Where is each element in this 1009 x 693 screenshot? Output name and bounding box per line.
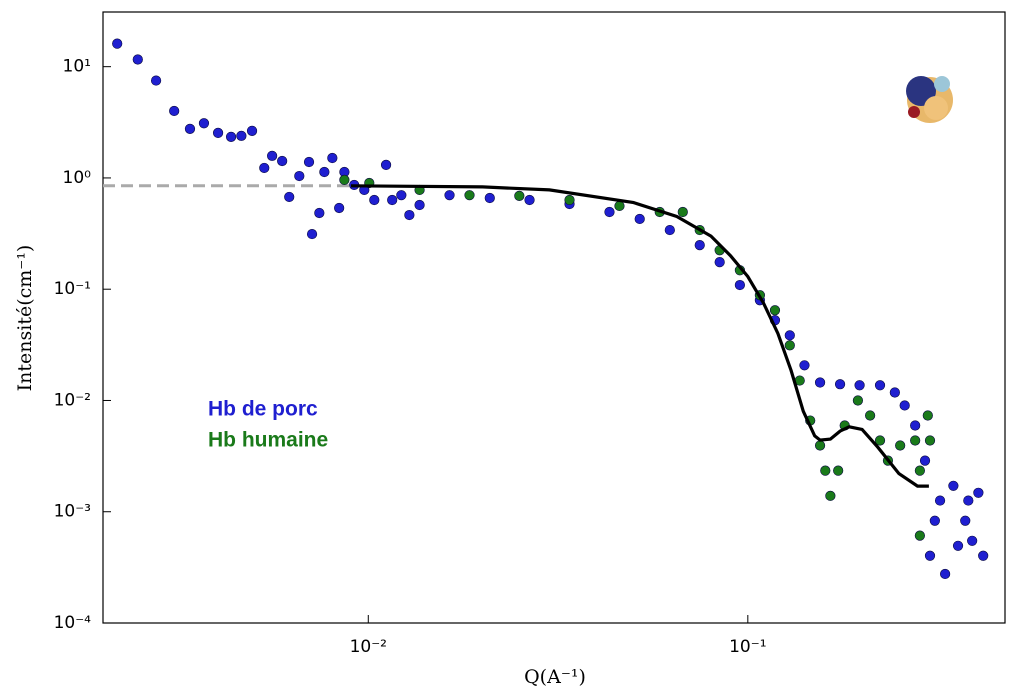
data-point [820, 465, 831, 476]
data-point [369, 194, 380, 206]
data-point [924, 435, 936, 446]
data-point [854, 380, 865, 391]
y-tick-label: 10⁰ [63, 168, 92, 188]
data-point [914, 465, 925, 476]
data-point [963, 495, 974, 506]
data-point [833, 465, 844, 476]
data-point [404, 209, 415, 221]
data-point [314, 207, 325, 219]
data-point [973, 487, 984, 498]
data-point [212, 127, 224, 138]
data-point [874, 435, 886, 446]
data-point [604, 206, 615, 218]
data-point [677, 206, 688, 218]
data-point [948, 480, 959, 491]
data-point [865, 410, 876, 421]
data-point [899, 400, 910, 411]
data-point [952, 540, 964, 551]
data-point [784, 340, 795, 351]
data-point [734, 279, 745, 291]
data-point [634, 213, 645, 225]
data-point [852, 395, 864, 406]
y-tick-label: 10⁻³ [54, 502, 91, 522]
data-point [814, 377, 826, 388]
data-point [940, 568, 951, 580]
data-point [112, 38, 123, 49]
data-point [895, 440, 906, 451]
data-point [484, 192, 495, 204]
data-point [769, 305, 781, 316]
data-point [225, 131, 237, 142]
data-point [664, 224, 675, 236]
data-point [327, 152, 338, 164]
data-point [934, 495, 946, 506]
data-point [464, 190, 475, 201]
data-point [814, 440, 826, 451]
data-point [784, 330, 795, 341]
data-point [334, 202, 345, 214]
data-point [277, 155, 288, 167]
data-point [132, 54, 143, 65]
x-tick-label: 10⁻¹ [729, 637, 766, 657]
data-point [267, 150, 278, 161]
y-tick-label: 10⁻¹ [54, 279, 91, 299]
data-point [834, 379, 846, 390]
data-point [960, 515, 971, 526]
data-point [259, 162, 270, 174]
y-tick-label: 10¹ [63, 57, 91, 77]
data-point [198, 118, 210, 129]
data-point [799, 360, 810, 371]
data-point [714, 257, 725, 268]
data-point [339, 174, 350, 186]
legend-entry: Hb de porc [208, 398, 318, 421]
data-point [874, 380, 886, 391]
y-tick-label: 10⁻² [54, 390, 91, 410]
data-point [524, 194, 535, 206]
data-point [967, 535, 978, 546]
data-point [889, 387, 900, 398]
data-point [929, 515, 940, 526]
x-axis-label: Q(A⁻¹) [524, 666, 586, 688]
data-point [564, 194, 575, 206]
data-point [922, 410, 933, 421]
data-point [910, 435, 921, 446]
fit-line [350, 184, 929, 488]
data-point [380, 159, 392, 170]
data-point [303, 156, 315, 168]
data-point [924, 550, 936, 561]
data-point [825, 490, 836, 501]
data-point [246, 125, 258, 136]
data-point [614, 200, 625, 212]
data-point [919, 455, 931, 466]
data-point [319, 166, 330, 178]
data-point [914, 530, 925, 541]
data-point [910, 420, 921, 431]
data-point [184, 123, 196, 134]
data-point [306, 228, 318, 240]
data-point [414, 199, 425, 211]
x-tick-label: 10⁻² [350, 637, 387, 657]
data-point [169, 105, 180, 117]
data-point [387, 194, 398, 206]
data-point [514, 190, 525, 201]
plot-frame [102, 11, 1006, 624]
y-axis-label: Intensité(cm⁻¹) [14, 245, 36, 392]
data-point [396, 190, 407, 201]
data-point [294, 170, 305, 182]
data-point [284, 191, 295, 203]
data-point [978, 550, 989, 561]
y-tick-label: 10⁻⁴ [54, 613, 92, 633]
data-point [444, 190, 455, 201]
data-point [236, 130, 247, 141]
protein-icon [906, 76, 953, 123]
data-point [694, 240, 705, 251]
legend-entry: Hb humaine [208, 429, 328, 452]
data-point [150, 75, 162, 86]
